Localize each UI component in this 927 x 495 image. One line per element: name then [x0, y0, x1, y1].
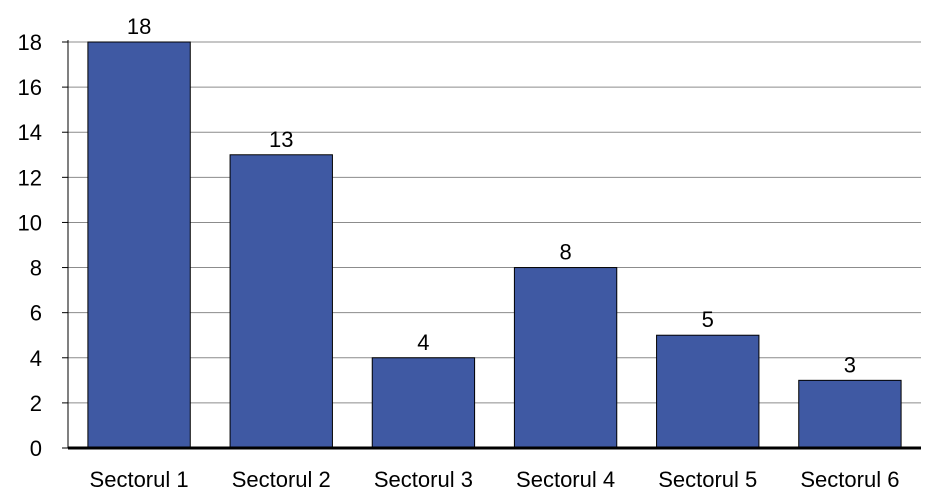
y-tick-label: 14 [18, 120, 42, 145]
y-tick-label: 16 [18, 75, 42, 100]
data-label: 5 [702, 307, 714, 332]
data-label: 3 [844, 352, 856, 377]
y-tick-label: 2 [30, 391, 42, 416]
data-label: 4 [417, 330, 429, 355]
bar [229, 154, 333, 449]
bar [513, 267, 618, 449]
y-tick-label: 8 [30, 256, 42, 281]
x-category-label: Sectorul 5 [658, 467, 757, 492]
bar [87, 41, 191, 449]
data-label: 13 [269, 127, 293, 152]
y-tick-label: 0 [30, 436, 42, 461]
bar [656, 334, 760, 449]
bar [798, 379, 902, 449]
data-label: 18 [127, 14, 151, 39]
x-category-label: Sectorul 3 [374, 467, 473, 492]
bars [87, 41, 902, 449]
x-axis-category-labels: Sectorul 1 Sectorul 2 Sectorul 3 Sectorul 4… [90, 467, 900, 492]
y-tick-label: 6 [30, 301, 42, 326]
x-category-label: Sectorul 1 [90, 467, 189, 492]
y-tick-label: 18 [18, 30, 42, 55]
bar [371, 357, 476, 449]
data-label: 8 [559, 240, 571, 265]
axes [62, 40, 921, 450]
y-tick-label: 10 [18, 210, 42, 235]
x-category-label: Sectorul 6 [800, 467, 899, 492]
gridlines [68, 41, 921, 404]
y-axis-tick-labels: 0 2 4 6 8 10 12 14 16 18 [18, 30, 42, 461]
x-category-label: Sectorul 4 [516, 467, 615, 492]
y-tick-label: 4 [30, 346, 42, 371]
y-tick-label: 12 [18, 165, 42, 190]
data-labels: 18 13 4 8 5 3 [127, 14, 856, 377]
x-category-label: Sectorul 2 [232, 467, 331, 492]
